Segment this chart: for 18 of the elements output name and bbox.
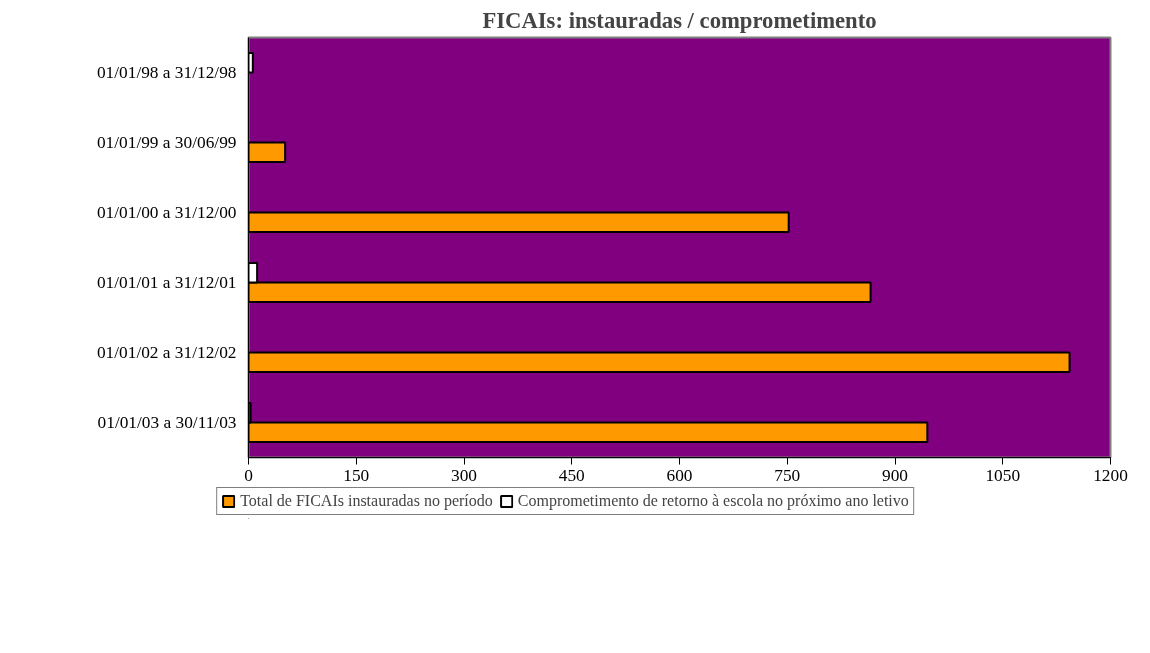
x-tick-label: 900 [882, 465, 908, 485]
y-tick-label: 01/01/01 a 31/12/01 [96, 273, 237, 292]
y-tick-label: 01/01/03 a 30/11/03 [97, 413, 237, 432]
x-tick-label: 1200 [1093, 465, 1128, 485]
chart-title: FICAIs: instauradas / comprometimento [482, 7, 877, 33]
y-tick-label: 01/01/98 a 31/12/98 [96, 63, 237, 82]
legend-label: Total de FICAIs instauradas no período [240, 492, 493, 510]
x-tick-label: 150 [343, 465, 370, 485]
x-tick-label: 450 [558, 465, 585, 485]
x-tick-label: 300 [451, 465, 477, 485]
legend-label: Comprometimento de retorno à escola no próximo ano letivo [517, 492, 909, 510]
y-tick-label: 01/01/00 a 31/12/00 [96, 203, 237, 222]
x-tick-label: 0 [244, 465, 253, 485]
y-tick-label: 01/01/99 a 30/06/99 [96, 133, 237, 152]
x-tick-label: 600 [666, 465, 693, 485]
y-tick-label: 01/01/02 a 31/12/02 [96, 343, 237, 362]
x-tick-label: 750 [774, 465, 801, 485]
x-tick-label: 1050 [985, 465, 1021, 485]
